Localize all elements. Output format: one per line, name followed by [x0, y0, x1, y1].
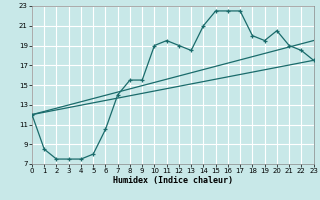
X-axis label: Humidex (Indice chaleur): Humidex (Indice chaleur) — [113, 176, 233, 185]
